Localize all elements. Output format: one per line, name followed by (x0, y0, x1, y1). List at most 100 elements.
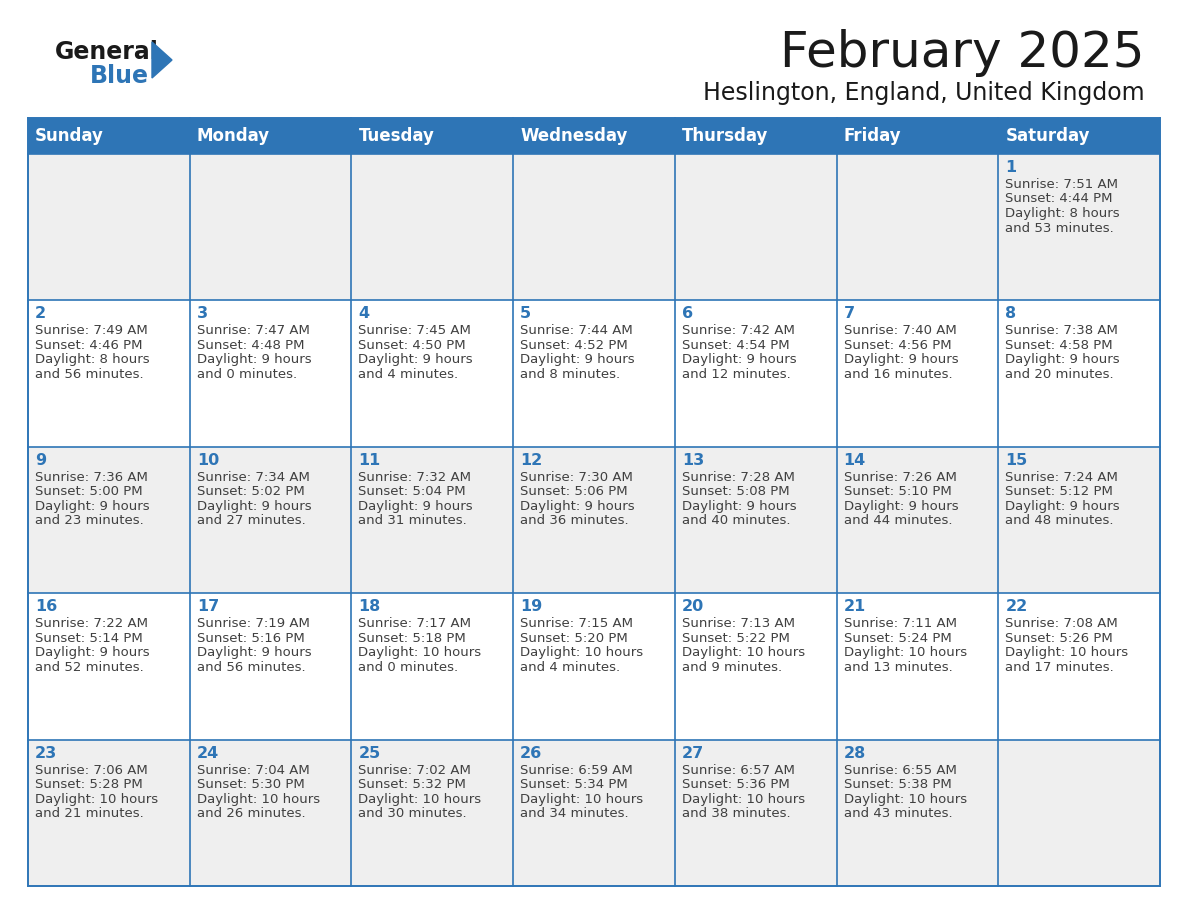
Bar (29, 300, 190, 447)
Text: and 52 minutes.: and 52 minutes. (34, 661, 144, 674)
Text: Daylight: 10 hours: Daylight: 10 hours (359, 646, 481, 659)
Text: and 23 minutes.: and 23 minutes. (34, 514, 144, 527)
Bar (836, 300, 998, 447)
Text: 18: 18 (359, 599, 380, 614)
Bar (190, 154, 352, 300)
Text: 26: 26 (520, 745, 543, 761)
Text: Daylight: 8 hours: Daylight: 8 hours (34, 353, 150, 366)
Text: 4: 4 (359, 307, 369, 321)
Text: and 44 minutes.: and 44 minutes. (843, 514, 952, 527)
Bar (190, 447, 352, 593)
Text: Sunset: 5:02 PM: Sunset: 5:02 PM (197, 486, 304, 498)
Text: Sunset: 4:46 PM: Sunset: 4:46 PM (34, 339, 143, 352)
Text: Daylight: 9 hours: Daylight: 9 hours (1005, 499, 1120, 513)
Text: Sunset: 5:10 PM: Sunset: 5:10 PM (843, 486, 952, 498)
Text: and 31 minutes.: and 31 minutes. (359, 514, 467, 527)
Bar (836, 154, 998, 300)
Bar (352, 154, 513, 300)
Text: Daylight: 10 hours: Daylight: 10 hours (197, 792, 320, 806)
Bar (352, 447, 513, 593)
Text: Daylight: 9 hours: Daylight: 9 hours (1005, 353, 1120, 366)
Text: 19: 19 (520, 599, 543, 614)
Bar (513, 118, 675, 154)
Text: Sunset: 4:52 PM: Sunset: 4:52 PM (520, 339, 628, 352)
Bar (998, 300, 1159, 447)
Text: Sunrise: 7:26 AM: Sunrise: 7:26 AM (843, 471, 956, 484)
Text: Sunrise: 7:34 AM: Sunrise: 7:34 AM (197, 471, 310, 484)
Text: Sunset: 5:34 PM: Sunset: 5:34 PM (520, 778, 628, 791)
Text: 8: 8 (1005, 307, 1017, 321)
Text: Sunset: 5:32 PM: Sunset: 5:32 PM (359, 778, 467, 791)
Text: 1: 1 (1005, 160, 1017, 175)
Text: Sunrise: 7:38 AM: Sunrise: 7:38 AM (1005, 324, 1118, 338)
Text: Sunrise: 7:45 AM: Sunrise: 7:45 AM (359, 324, 472, 338)
Text: Blue: Blue (90, 64, 148, 88)
Text: 10: 10 (197, 453, 219, 468)
Text: Sunset: 4:58 PM: Sunset: 4:58 PM (1005, 339, 1113, 352)
Text: Monday: Monday (197, 127, 270, 145)
Text: Sunrise: 7:13 AM: Sunrise: 7:13 AM (682, 617, 795, 630)
Bar (998, 593, 1159, 740)
Text: Daylight: 10 hours: Daylight: 10 hours (520, 792, 643, 806)
Text: Sunset: 5:18 PM: Sunset: 5:18 PM (359, 632, 466, 644)
Text: and 8 minutes.: and 8 minutes. (520, 368, 620, 381)
Text: 3: 3 (197, 307, 208, 321)
Bar (675, 118, 836, 154)
Text: 25: 25 (359, 745, 380, 761)
Bar (998, 740, 1159, 886)
Text: Sunset: 5:36 PM: Sunset: 5:36 PM (682, 778, 790, 791)
Text: Sunset: 5:26 PM: Sunset: 5:26 PM (1005, 632, 1113, 644)
Bar (998, 118, 1159, 154)
Text: and 0 minutes.: and 0 minutes. (359, 661, 459, 674)
Text: Daylight: 9 hours: Daylight: 9 hours (682, 353, 796, 366)
Bar (352, 300, 513, 447)
Text: Sunset: 5:00 PM: Sunset: 5:00 PM (34, 486, 143, 498)
Text: Sunset: 5:06 PM: Sunset: 5:06 PM (520, 486, 627, 498)
Text: 22: 22 (1005, 599, 1028, 614)
Text: General: General (55, 40, 159, 64)
Text: Sunset: 5:20 PM: Sunset: 5:20 PM (520, 632, 628, 644)
Text: Wednesday: Wednesday (520, 127, 627, 145)
Polygon shape (152, 42, 172, 78)
Text: 27: 27 (682, 745, 704, 761)
Text: Daylight: 9 hours: Daylight: 9 hours (359, 499, 473, 513)
Text: and 48 minutes.: and 48 minutes. (1005, 514, 1114, 527)
Bar (190, 593, 352, 740)
Text: Sunset: 5:28 PM: Sunset: 5:28 PM (34, 778, 143, 791)
Text: Sunrise: 7:30 AM: Sunrise: 7:30 AM (520, 471, 633, 484)
Bar (513, 447, 675, 593)
Text: Daylight: 10 hours: Daylight: 10 hours (34, 792, 158, 806)
Bar (352, 593, 513, 740)
Text: and 12 minutes.: and 12 minutes. (682, 368, 790, 381)
Text: Sunset: 4:54 PM: Sunset: 4:54 PM (682, 339, 790, 352)
Text: Sunset: 4:44 PM: Sunset: 4:44 PM (1005, 193, 1113, 206)
Text: Sunrise: 7:40 AM: Sunrise: 7:40 AM (843, 324, 956, 338)
Text: and 30 minutes.: and 30 minutes. (359, 807, 467, 820)
Text: Sunset: 5:30 PM: Sunset: 5:30 PM (197, 778, 304, 791)
Text: Sunset: 4:50 PM: Sunset: 4:50 PM (359, 339, 466, 352)
Text: Daylight: 10 hours: Daylight: 10 hours (1005, 646, 1129, 659)
Text: Daylight: 9 hours: Daylight: 9 hours (197, 353, 311, 366)
Text: and 38 minutes.: and 38 minutes. (682, 807, 790, 820)
Bar (29, 154, 190, 300)
Bar (836, 593, 998, 740)
Text: and 43 minutes.: and 43 minutes. (843, 807, 953, 820)
Text: 24: 24 (197, 745, 219, 761)
Bar (352, 740, 513, 886)
Text: Daylight: 10 hours: Daylight: 10 hours (682, 646, 805, 659)
Text: Sunrise: 7:47 AM: Sunrise: 7:47 AM (197, 324, 310, 338)
Text: Daylight: 10 hours: Daylight: 10 hours (359, 792, 481, 806)
Bar (513, 154, 675, 300)
Text: Sunset: 5:14 PM: Sunset: 5:14 PM (34, 632, 143, 644)
Text: and 21 minutes.: and 21 minutes. (34, 807, 144, 820)
Text: Daylight: 9 hours: Daylight: 9 hours (197, 499, 311, 513)
Text: Daylight: 9 hours: Daylight: 9 hours (520, 499, 634, 513)
Text: February 2025: February 2025 (781, 29, 1145, 77)
Text: Daylight: 10 hours: Daylight: 10 hours (520, 646, 643, 659)
Text: Sunset: 4:56 PM: Sunset: 4:56 PM (843, 339, 952, 352)
Text: Sunset: 5:38 PM: Sunset: 5:38 PM (843, 778, 952, 791)
Text: and 20 minutes.: and 20 minutes. (1005, 368, 1114, 381)
Text: and 0 minutes.: and 0 minutes. (197, 368, 297, 381)
Bar (836, 447, 998, 593)
Bar (675, 154, 836, 300)
